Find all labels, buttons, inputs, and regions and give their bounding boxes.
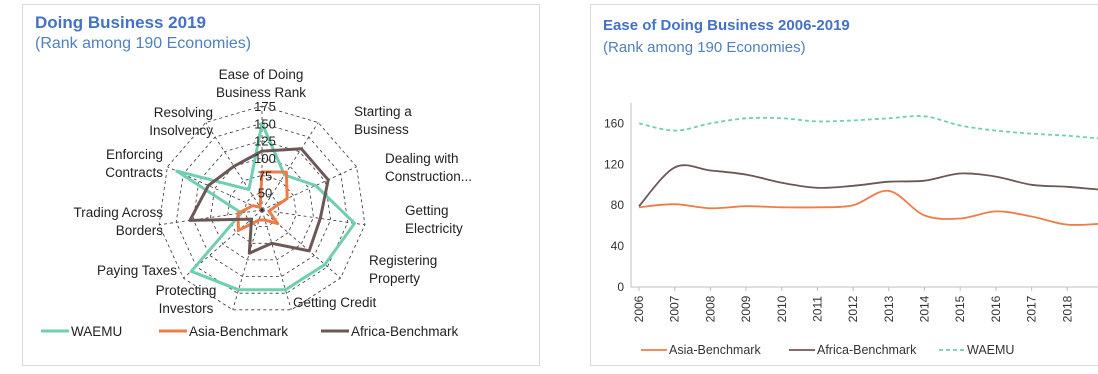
y-tick-label-160: 160 (604, 116, 624, 130)
line-chart-subtitle: (Rank among 190 Economies) (603, 39, 806, 56)
x-tick-label-2006: 2006 (632, 295, 646, 322)
radar-axis-label-1-1: Business (354, 122, 409, 137)
radar-axis-label-10-0: Resolving (154, 105, 213, 120)
radar-tick-label-175: 175 (254, 99, 276, 114)
radar-axis-label-9-0: Enforcing (106, 147, 163, 162)
x-tick-label-2013: 2013 (882, 295, 896, 322)
radar-tick-label-50: 50 (258, 186, 272, 201)
radar-axis-label-2-1: Construction... (385, 169, 472, 184)
y-tick-label-40: 40 (611, 239, 625, 253)
x-tick-label-2018: 2018 (1060, 295, 1074, 322)
x-tick-label-2016: 2016 (989, 295, 1003, 322)
x-tick-label-2011: 2011 (811, 296, 825, 322)
radar-axis-label-4-0: Registering (369, 253, 437, 268)
y-tick-label-120: 120 (604, 157, 624, 171)
radar-axis-label-6-1: Investors (159, 301, 214, 316)
radar-axis-label-5-0: Getting Credit (293, 295, 377, 310)
y-tick-label-80: 80 (611, 198, 625, 212)
radar-series-asia-benchmark (236, 170, 289, 232)
x-tick-label-2008: 2008 (703, 295, 717, 322)
radar-spoke-8 (159, 209, 263, 226)
radar-chart-title: Doing Business 2019 (35, 13, 207, 32)
radar-spoke-2 (261, 166, 357, 211)
legend-label-waemu: WAEMU (71, 324, 122, 339)
x-tick-label-2010: 2010 (775, 295, 789, 322)
radar-axis-label-8-0: Trading Across (73, 205, 163, 220)
legend-label-asia-benchmark: Asia-Benchmark (189, 324, 288, 339)
radar-spoke-6 (232, 209, 263, 310)
radar-spoke-3 (261, 209, 365, 226)
radar-axis-label-0-0: Ease of Doing (219, 67, 304, 82)
radar-chart: 50 75 100 125 150 175 Ease of Doing Business Ra… (41, 67, 472, 339)
radar-axis-label-0-1: Business Rank (216, 85, 306, 100)
line-chart: 0 40 80 120 160 2006 2007 2008 2009 2010 2011 2012 2… (604, 103, 1098, 357)
radar-axis-label-3-1: Electricity (405, 221, 463, 236)
y-tick-label-0: 0 (617, 280, 624, 294)
radar-axis-label-9-1: Contracts (105, 165, 163, 180)
radar-axis-label-2-0: Dealing with (385, 151, 459, 166)
radar-series-waemu (175, 121, 357, 292)
radar-axis-label-4-1: Property (369, 271, 420, 286)
x-tick-label-2019: 2019 (1096, 295, 1098, 322)
radar-axis-label-10-1: Insolvency (149, 123, 213, 138)
line-legend-label-asia-benchmark: Asia-Benchmark (669, 343, 761, 357)
radar-spoke-10 (205, 122, 263, 211)
radar-axis-label-3-0: Getting (405, 203, 449, 218)
radar-tick-label-125: 125 (254, 134, 276, 149)
line-series-africa-benchmark (638, 164, 1098, 207)
x-tick-label-2012: 2012 (846, 295, 860, 322)
x-tick-label-2017: 2017 (1025, 295, 1039, 322)
radar-axis-label-1-0: Starting a (354, 104, 412, 119)
x-tick-label-2007: 2007 (668, 295, 682, 322)
legend-label-africa-benchmark: Africa-Benchmark (351, 324, 459, 339)
line-chart-title: Ease of Doing Business 2006-2019 (603, 17, 850, 34)
radar-spoke-1 (261, 122, 319, 211)
radar-tick-label-100: 100 (254, 151, 276, 166)
radar-axis-label-6-0: Protecting (156, 283, 217, 298)
radar-tick-label-75: 75 (258, 168, 272, 183)
radar-axis-label-8-1: Borders (116, 223, 164, 238)
x-tick-label-2014: 2014 (918, 295, 932, 322)
radar-spoke-4 (261, 209, 341, 279)
radar-chart-panel: Doing Business 2019 (Rank among 190 Econ… (22, 4, 540, 366)
line-series-asia-benchmark (638, 189, 1098, 226)
radar-tick-label-150: 150 (254, 116, 276, 131)
x-tick-label-2015: 2015 (953, 295, 967, 322)
line-legend-label-africa-benchmark: Africa-Benchmark (817, 343, 917, 357)
radar-chart-subtitle: (Rank among 190 Economies) (35, 35, 252, 52)
radar-axis-label-7-0: Paying Taxes (97, 263, 177, 278)
line-chart-panel: Ease of Doing Business 2006-2019 (Rank a… (590, 4, 1098, 366)
radar-series-africa-benchmark (188, 147, 330, 255)
line-legend-label-waemu: WAEMU (967, 343, 1014, 357)
x-tick-label-2009: 2009 (739, 295, 753, 322)
line-series-waemu (638, 115, 1098, 140)
radar-spoke-5 (261, 209, 292, 310)
